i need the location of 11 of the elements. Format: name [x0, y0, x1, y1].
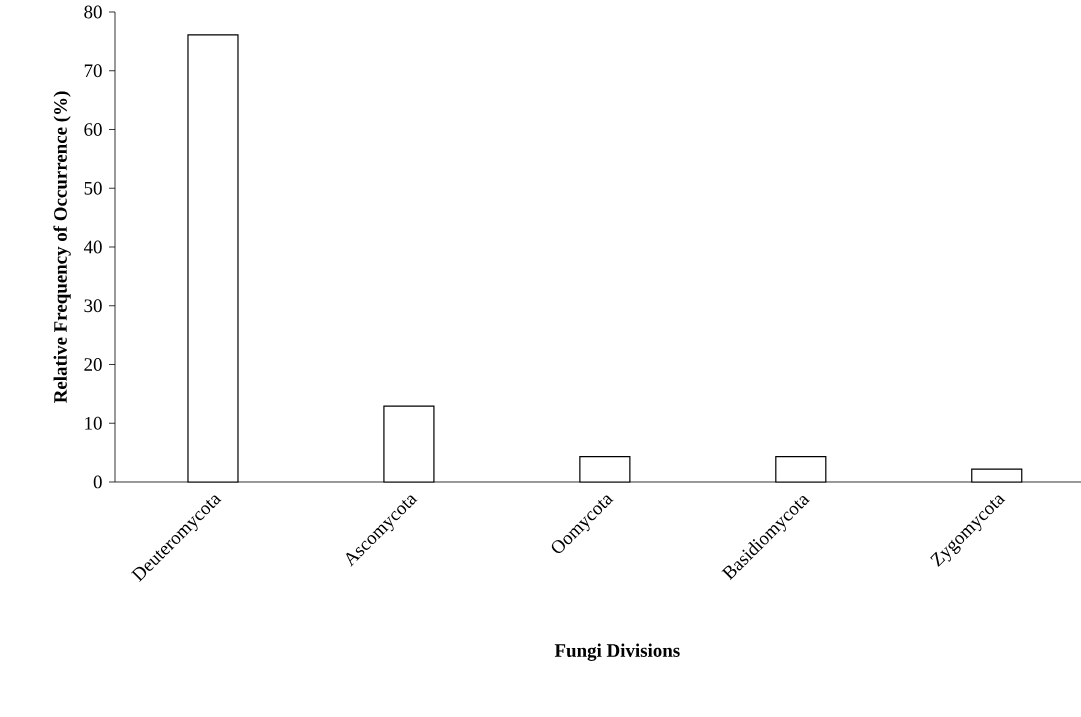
y-tick-label: 80 — [84, 5, 102, 19]
y-tick-label: 60 — [84, 123, 102, 136]
y-tick-label: 70 — [84, 64, 102, 78]
y-tick-label: 40 — [83, 240, 102, 254]
y-tick-label: 20 — [84, 358, 102, 371]
y-tick-label: 10 — [85, 416, 102, 430]
y-tick-label: 30 — [84, 299, 102, 313]
y-tick-label: 50 — [84, 181, 102, 195]
y-tick-label: 0 — [93, 475, 102, 489]
x-axis-title: Fungi Divisions — [554, 643, 680, 661]
y-axis-title: Relative Frequency of Occurrence (%) — [53, 91, 71, 403]
